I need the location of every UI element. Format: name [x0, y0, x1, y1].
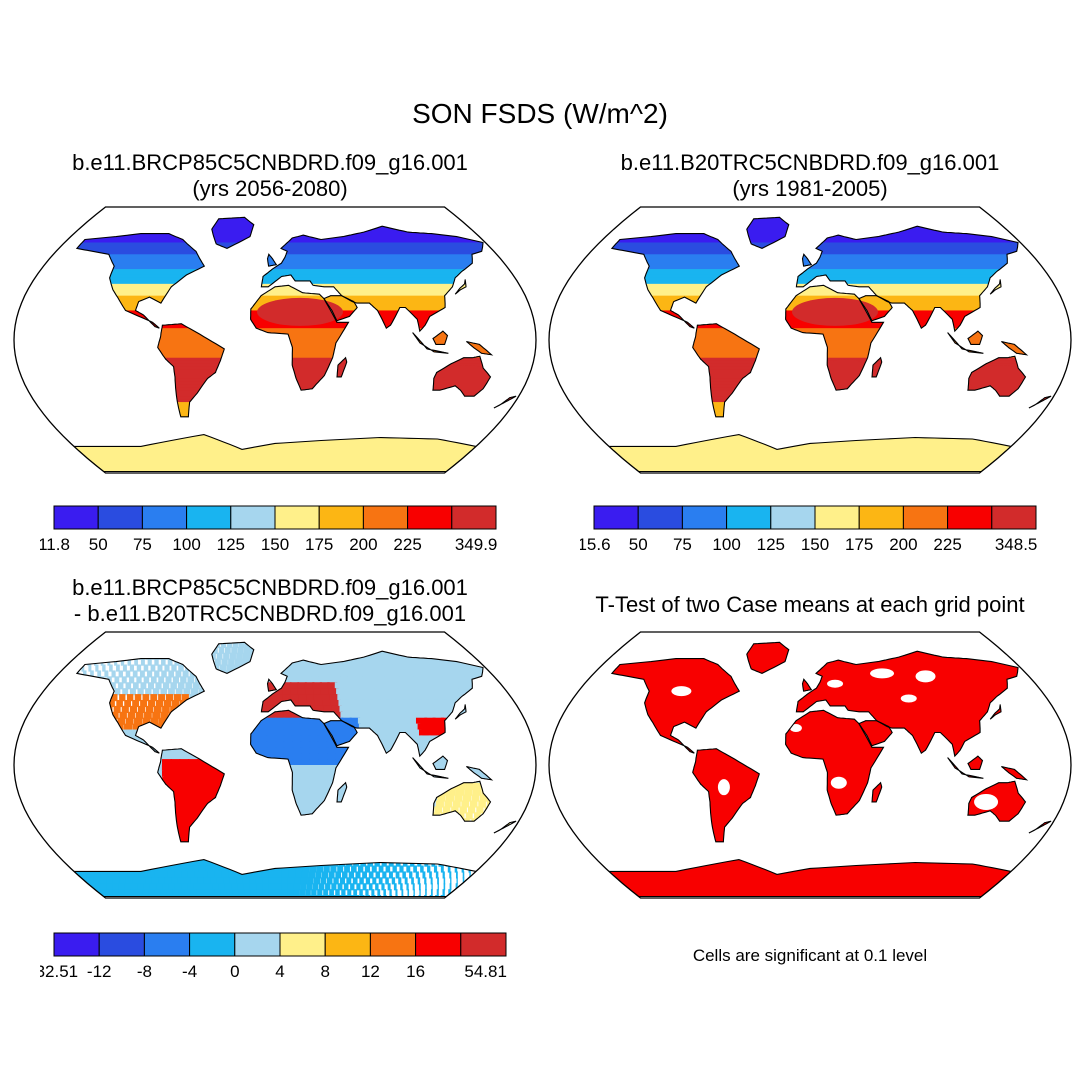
- colorbar-box: [230, 505, 276, 530]
- colorbar-tick-label: 11.8: [40, 535, 70, 554]
- panel-2-title-line2: (yrs 1981-2005): [732, 176, 888, 201]
- coastline: [607, 216, 1052, 473]
- colorbar-tick-label: 4: [275, 962, 284, 981]
- colorbar-tick-label: 100: [172, 535, 200, 554]
- colorbar-box: [186, 505, 232, 530]
- colorbar-box: [362, 505, 409, 530]
- panel-2-colorbar: 15.6 50 75 100 125 150 175 200 225 348.5: [580, 505, 1038, 554]
- colorbar-box: [53, 505, 99, 530]
- colorbar-box: [141, 505, 188, 530]
- colorbar-tick-label: 75: [133, 535, 152, 554]
- colorbar-box: [97, 505, 143, 530]
- panel-1-title-line1: b.e11.BRCP85C5CNBDRD.f09_g16.001: [72, 150, 468, 175]
- colorbar-box: [451, 505, 497, 530]
- panel-4-title-line1: T-Test of two Case means at each grid po…: [595, 592, 1025, 617]
- colorbar-box: [681, 505, 728, 530]
- colorbar-tick-label: 16: [406, 962, 425, 981]
- colorbar-tick-label: 125: [757, 535, 785, 554]
- colorbar-tick-label: 15.6: [580, 535, 611, 554]
- colorbar-box: [53, 932, 100, 957]
- colorbar-box: [98, 932, 145, 957]
- colorbar-box: [726, 505, 772, 530]
- colorbar-tick-label: 0: [230, 962, 239, 981]
- colorbar-box: [902, 505, 949, 530]
- panel-1-title-line2: (yrs 2056-2080): [192, 176, 348, 201]
- panel-3-title: b.e11.BRCP85C5CNBDRD.f09_g16.001 - b.e11…: [20, 575, 520, 627]
- map-border: [13, 631, 537, 899]
- colorbar-box: [593, 505, 639, 530]
- panel-2-map: [548, 206, 1072, 474]
- panel-2-title: b.e11.B20TRC5CNBDRD.f09_g16.001 (yrs 198…: [560, 150, 1060, 202]
- colorbar-tick-label: 150: [801, 535, 829, 554]
- colorbar-box: [143, 932, 191, 957]
- colorbar-tick-label: -12: [87, 962, 112, 981]
- colorbar-box: [274, 505, 320, 530]
- colorbar-tick-label: 349.9: [455, 535, 498, 554]
- map-border: [548, 206, 1072, 474]
- colorbar-box: [318, 505, 364, 530]
- colorbar-tick-label: 50: [629, 535, 648, 554]
- colorbar-box: [460, 932, 507, 957]
- colorbar-tick-label: 225: [933, 535, 961, 554]
- panel-3-title-line1: b.e11.BRCP85C5CNBDRD.f09_g16.001: [72, 575, 468, 600]
- colorbar-tick-label: 225: [393, 535, 421, 554]
- panel-2-title-line1: b.e11.B20TRC5CNBDRD.f09_g16.001: [620, 150, 1000, 175]
- colorbar-tick-label: 100: [712, 535, 740, 554]
- colorbar-box: [637, 505, 683, 530]
- colorbar-tick-label: 200: [349, 535, 377, 554]
- panel-4-map: [548, 631, 1072, 899]
- panel-3-map: [13, 631, 537, 899]
- colorbar-box: [770, 505, 816, 530]
- coastline: [607, 641, 1052, 898]
- colorbar-box: [189, 932, 236, 957]
- colorbar-box: [324, 932, 371, 957]
- panel-4-title: T-Test of two Case means at each grid po…: [560, 592, 1060, 618]
- coastline: [72, 216, 517, 473]
- panel-1-map: [13, 206, 537, 474]
- panel-3-title-line2: - b.e11.B20TRC5CNBDRD.f09_g16.001: [73, 601, 467, 626]
- colorbar-box: [234, 932, 281, 957]
- panel-1-title: b.e11.BRCP85C5CNBDRD.f09_g16.001 (yrs 20…: [20, 150, 520, 202]
- colorbar-box: [279, 932, 326, 957]
- colorbar-box: [369, 932, 417, 957]
- map-border: [548, 631, 1072, 899]
- colorbar-tick-label: 125: [217, 535, 245, 554]
- colorbar-tick-label: 175: [305, 535, 333, 554]
- colorbar-tick-label: -4: [182, 962, 197, 981]
- colorbar-tick-label: 348.5: [995, 535, 1038, 554]
- colorbar-box: [407, 505, 453, 530]
- colorbar-tick-label: -32.51: [40, 962, 78, 981]
- colorbar-box: [415, 932, 462, 957]
- figure-title: SON FSDS (W/m^2): [412, 98, 668, 129]
- panel-1-colorbar: 11.8 50 75 100 125 150 175 200 225 349.9: [40, 505, 498, 554]
- colorbar-tick-label: 54.81: [464, 962, 507, 981]
- colorbar-tick-label: 150: [261, 535, 289, 554]
- colorbar-box: [991, 505, 1037, 530]
- colorbar-tick-label: 75: [673, 535, 692, 554]
- colorbar-tick-label: -8: [137, 962, 152, 981]
- colorbar-tick-label: 175: [845, 535, 873, 554]
- panel-3-colorbar: -32.51 -12 -8 -4 0 4 8 12 16 54.81: [40, 932, 507, 981]
- colorbar-box: [814, 505, 860, 530]
- colorbar-box: [858, 505, 904, 530]
- coastline: [72, 641, 517, 898]
- colorbar-tick-label: 50: [89, 535, 108, 554]
- colorbar-tick-label: 200: [889, 535, 917, 554]
- colorbar-box: [947, 505, 993, 530]
- map-border: [13, 206, 537, 474]
- significance-note: Cells are significant at 0.1 level: [692, 946, 928, 965]
- colorbar-tick-label: 12: [361, 962, 380, 981]
- colorbar-tick-label: 8: [320, 962, 329, 981]
